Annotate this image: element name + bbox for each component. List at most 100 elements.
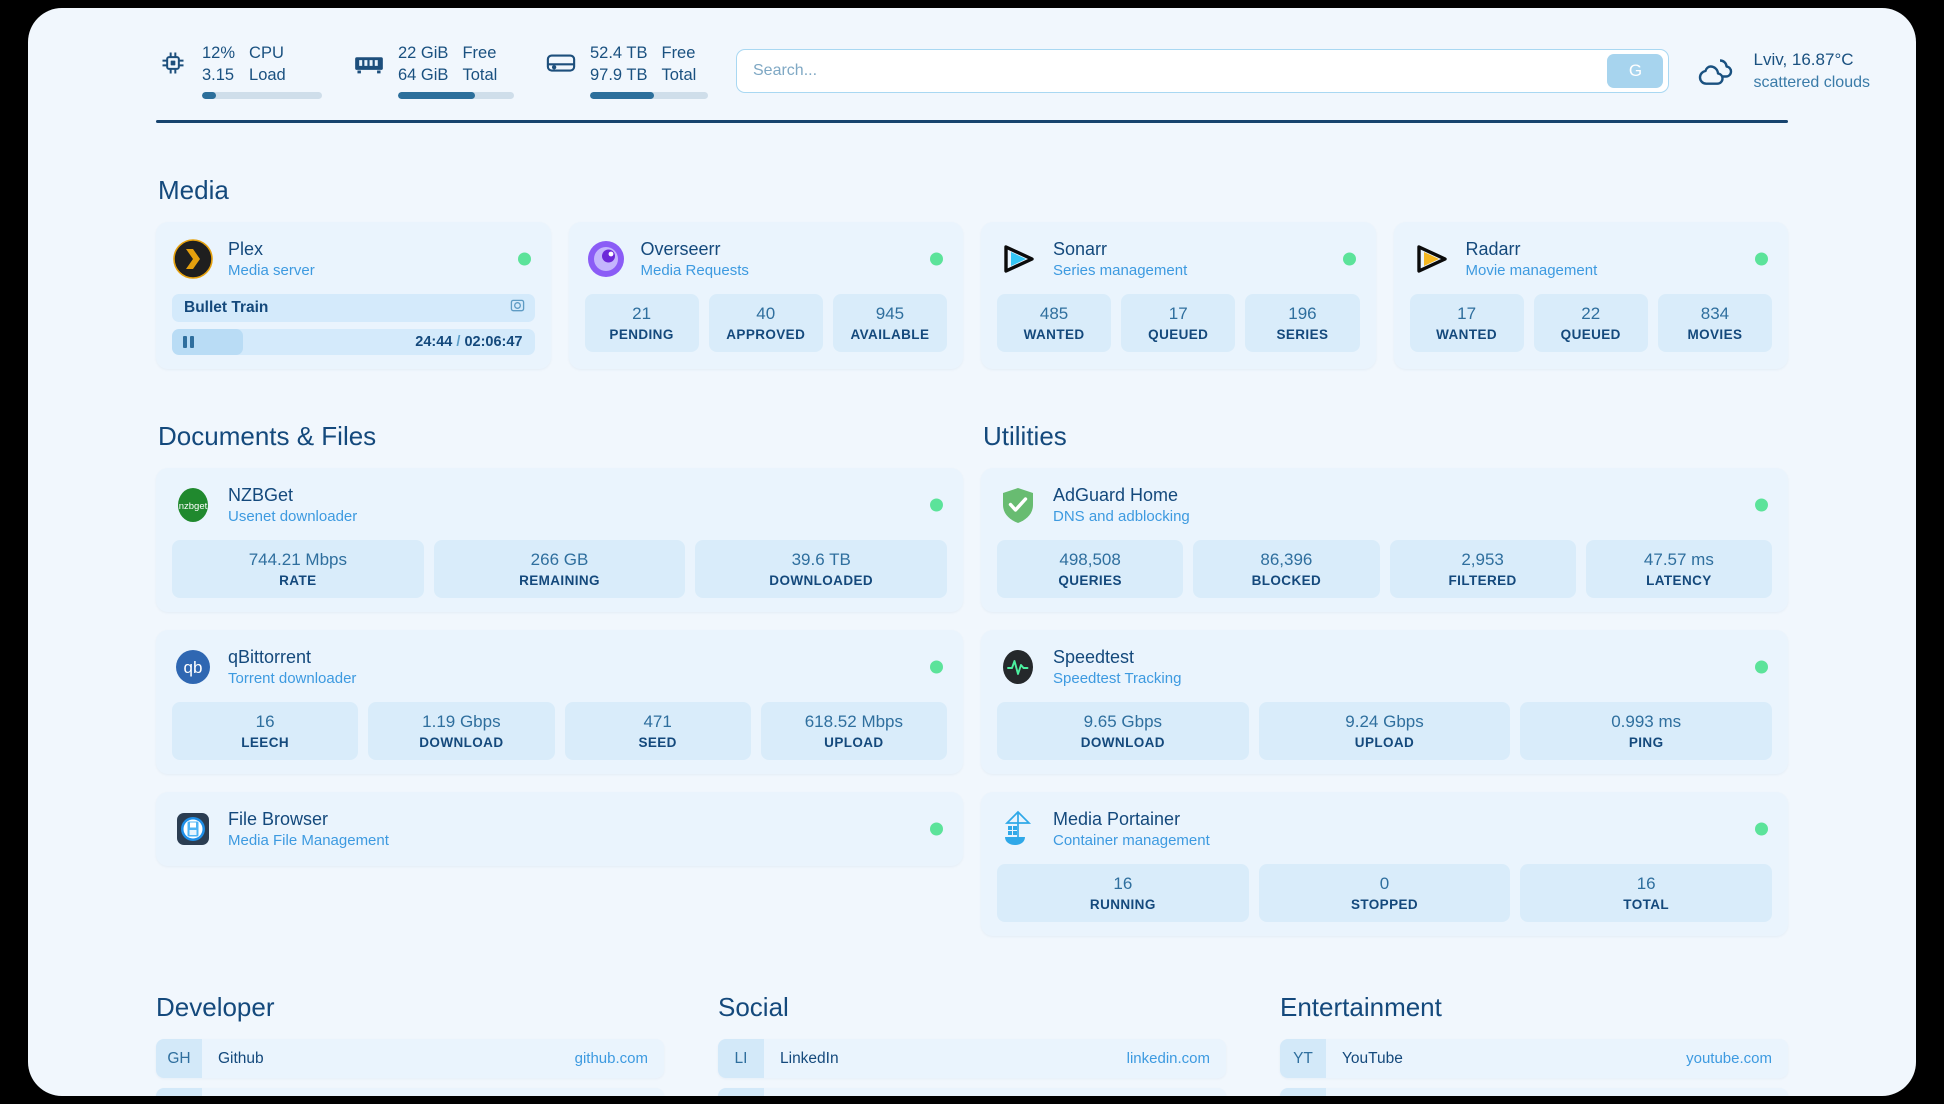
disk-usage-bar: [590, 92, 708, 100]
card-title: Radarr: [1465, 238, 1521, 259]
status-badge: [1755, 252, 1768, 266]
bookmark-abbr: NF: [1280, 1088, 1326, 1096]
bookmark-item[interactable]: TW Twitter twitter.com: [718, 1088, 1226, 1096]
status-badge: [1755, 498, 1768, 512]
file-browser-icon: [172, 808, 214, 850]
card-title: Overseerr: [640, 238, 721, 259]
bookmark-group-title: Developer: [156, 992, 275, 1023]
cast-icon[interactable]: [510, 298, 525, 318]
card-subtitle: Media server: [228, 261, 315, 279]
bookmark-abbr: GH: [156, 1039, 202, 1079]
card-title: File Browser: [228, 808, 329, 829]
bookmark-group-social: Social LI LinkedIn linkedin.com TW Twitt…: [718, 992, 1226, 1096]
bookmark-abbr: TW: [718, 1088, 764, 1096]
stat-pill: 618.52 Mbps UPLOAD: [760, 702, 947, 761]
header: 12% 3.15 CPU Load: [28, 8, 1916, 104]
card-subtitle: Torrent downloader: [228, 670, 357, 688]
stat-pill: 17 WANTED: [1409, 294, 1524, 353]
service-card-adguard-home[interactable]: AdGuard Home DNS and adblocking 498,508 Q…: [981, 468, 1788, 613]
stat-pill: 2,953 FILTERED: [1389, 540, 1576, 599]
speedtest-icon: [997, 646, 1039, 688]
bookmark-item[interactable]: LI LinkedIn linkedin.com: [718, 1039, 1226, 1079]
stat-pill: 834 MOVIES: [1657, 294, 1773, 353]
stat-pill: 40 APPROVED: [708, 294, 823, 353]
service-card-speedtest[interactable]: Speedtest Speedtest Tracking 9.65 Gbps DO…: [981, 630, 1788, 775]
card-subtitle: DNS and adblocking: [1053, 507, 1190, 525]
status-badge: [930, 252, 943, 266]
status-badge: [1755, 660, 1768, 674]
stats-row: 485 WANTED 17 QUEUED 196 SERIES: [997, 294, 1360, 353]
service-card-plex[interactable]: Plex Media server Bullet Train: [156, 222, 551, 369]
stat-pill: 39.6 TB DOWNLOADED: [695, 540, 948, 599]
stat-cpu: 12% 3.15 CPU Load: [156, 43, 322, 100]
stat-pill: 1.19 Gbps DOWNLOAD: [368, 702, 555, 761]
radarr-icon: [1410, 238, 1452, 280]
bookmark-item[interactable]: YT YouTube youtube.com: [1280, 1039, 1788, 1079]
disk-label-2: Total: [661, 65, 697, 84]
card-subtitle: Media File Management: [228, 832, 389, 850]
stat-pill: 21 PENDING: [584, 294, 699, 353]
service-card-sonarr[interactable]: Sonarr Series management 485 WANTED 17 QUE…: [981, 222, 1376, 369]
bookmark-url: youtube.com: [1686, 1050, 1772, 1068]
now-playing-title-row: Bullet Train: [172, 294, 535, 322]
documents-column: nzbget NZBGet Usenet downloader 74: [156, 468, 963, 867]
stat-pill: 9.24 Gbps UPLOAD: [1258, 702, 1511, 761]
bookmark-item[interactable]: NF Netflix netflix.com: [1280, 1088, 1788, 1096]
sonarr-icon: [997, 238, 1039, 280]
stats-row: 9.65 Gbps DOWNLOAD 9.24 Gbps UPLOAD 0.993 …: [997, 702, 1773, 761]
card-title: Sonarr: [1053, 238, 1108, 259]
search-submit-button[interactable]: G: [1607, 54, 1664, 88]
section-title-utilities: Utilities: [983, 421, 1067, 451]
stat-pill: 22 QUEUED: [1533, 294, 1648, 353]
weather-widget: Lviv, 16.87°C scattered clouds: [1697, 49, 1870, 93]
pause-icon[interactable]: [183, 336, 194, 348]
search-area: G: [708, 49, 1697, 93]
card-subtitle: Movie management: [1465, 261, 1598, 279]
service-card-media-portainer[interactable]: Media Portainer Container management 16 R…: [981, 792, 1788, 937]
stat-pill: 471 SEED: [564, 702, 751, 761]
bookmark-name: Github: [218, 1049, 264, 1067]
stat-pill: 16 RUNNING: [997, 864, 1249, 923]
bookmark-group-developer: Developer GH Github github.com SO StackO…: [156, 992, 664, 1096]
ram-usage-bar: [398, 92, 514, 100]
card-title: Plex: [228, 238, 264, 259]
scattered-clouds-icon: [1697, 54, 1739, 88]
bookmark-abbr: YT: [1280, 1039, 1326, 1079]
service-card-overseerr[interactable]: Overseerr Media Requests 21 PENDING 40 APP…: [568, 222, 963, 369]
stat-pill: 9.65 Gbps DOWNLOAD: [997, 702, 1249, 761]
weather-location-temp: Lviv, 16.87°C: [1753, 49, 1854, 69]
cpu-label-1: CPU: [249, 43, 284, 62]
system-stats: 12% 3.15 CPU Load: [156, 43, 708, 100]
stats-row: 498,508 QUERIES 86,396 BLOCKED 2,953 FILTER…: [997, 540, 1772, 599]
card-subtitle: Usenet downloader: [228, 507, 358, 525]
service-card-radarr[interactable]: Radarr Movie management 17 WANTED 22 QUEUE…: [1393, 222, 1788, 369]
stat-pill: 196 SERIES: [1245, 294, 1360, 353]
bookmarks: Developer GH Github github.com SO StackO…: [156, 992, 1788, 1096]
ram-label-2: Total: [462, 65, 498, 84]
portainer-icon: [997, 808, 1039, 850]
cpu-label-2: Load: [249, 65, 286, 84]
search-input[interactable]: [737, 62, 1608, 80]
search-box[interactable]: G: [736, 49, 1670, 93]
status-badge: [930, 660, 943, 674]
service-card-qbittorrent[interactable]: qb qBittorrent Torrent downloader: [156, 630, 963, 775]
nzbget-icon: nzbget: [172, 484, 214, 526]
stats-row: 17 WANTED 22 QUEUED 834 MOVIES: [1409, 294, 1773, 353]
stat-pill: 86,396 BLOCKED: [1193, 540, 1380, 599]
now-playing-progress[interactable]: 24:44 / 02:06:47: [172, 329, 535, 355]
bookmark-item[interactable]: SO StackOverflow stackoverflow.com: [156, 1088, 664, 1096]
stats-row: 16 RUNNING 0 STOPPED 16 TOTAL: [997, 864, 1773, 923]
header-divider: [156, 120, 1788, 123]
stat-ram: 22 GiB 64 GiB Free Total: [352, 43, 514, 100]
weather-condition: scattered clouds: [1753, 73, 1870, 91]
service-card-nzbget[interactable]: nzbget NZBGet Usenet downloader 74: [156, 468, 963, 613]
now-playing-time: 24:44 / 02:06:47: [415, 334, 523, 350]
bookmark-abbr: SO: [156, 1088, 202, 1096]
bookmark-item[interactable]: GH Github github.com: [156, 1039, 664, 1079]
service-card-file-browser[interactable]: File Browser Media File Management: [156, 792, 963, 867]
cpu-percent: 12%: [202, 43, 236, 62]
stats-row: 744.21 Mbps RATE 266 GB REMAINING 39.6 TB D…: [172, 540, 948, 599]
media-grid: Plex Media server Bullet Train: [156, 222, 1788, 369]
disk-free: 52.4 TB: [590, 43, 648, 62]
section-title-media: Media: [158, 175, 229, 205]
